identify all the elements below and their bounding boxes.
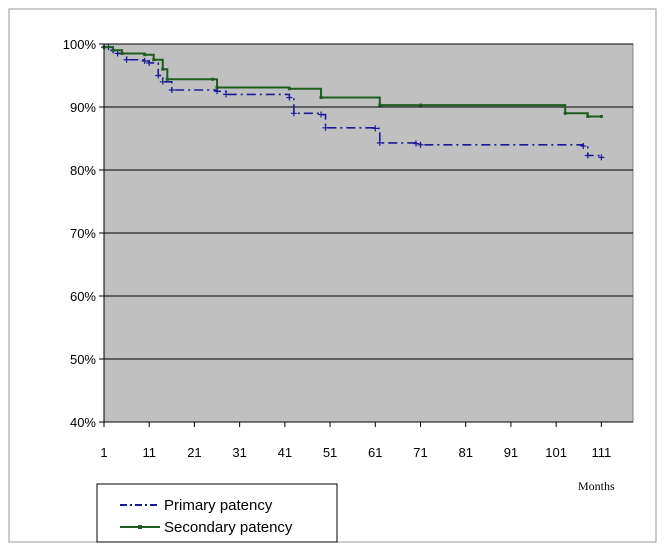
primary-patency-point [141, 58, 148, 65]
x-tick-label: 101 [545, 445, 567, 460]
primary-patency-point [159, 78, 166, 85]
secondary-patency-point [563, 111, 567, 115]
legend: Primary patency Secondary patency [96, 483, 338, 543]
secondary-patency-point [143, 53, 147, 57]
legend-entry-primary: Primary patency [120, 497, 273, 514]
primary-patency-point [376, 139, 383, 146]
secondary-patency-point [165, 77, 169, 81]
x-tick-label: 41 [278, 445, 292, 460]
legend-secondary-marker [138, 525, 142, 529]
primary-patency-point [214, 88, 221, 95]
primary-patency-point [584, 152, 591, 159]
y-tick-label: 70% [70, 226, 96, 241]
primary-patency-point [412, 140, 419, 147]
legend-entry-secondary: Secondary patency [120, 519, 293, 536]
secondary-patency-point [152, 58, 156, 62]
y-tick-label: 50% [70, 352, 96, 367]
primary-patency-point [372, 125, 379, 132]
primary-patency-point [286, 94, 293, 101]
y-tick-label: 100% [63, 37, 97, 52]
primary-patency-point [168, 86, 175, 93]
secondary-patency-point [586, 114, 590, 118]
legend-box [96, 483, 338, 543]
secondary-patency-point [161, 67, 165, 71]
x-tick-label: 81 [458, 445, 472, 460]
series-group [101, 44, 605, 161]
secondary-patency-point [319, 96, 323, 100]
primary-patency-point [146, 59, 153, 66]
primary-patency-point [155, 72, 162, 79]
legend-secondary-label: Secondary patency [164, 519, 293, 536]
x-tick-label: 91 [504, 445, 518, 460]
primary-patency-point [114, 50, 121, 57]
x-tick-label: 11 [142, 445, 156, 460]
primary-patency-point [318, 111, 325, 118]
secondary-patency-point [378, 103, 382, 107]
y-tick-label: 40% [70, 415, 96, 430]
secondary-patency-point [120, 51, 124, 55]
x-tick-label: 71 [413, 445, 427, 460]
tick-labels: 40%50%60%70%80%90%100%1 11 21 31 41 51 61 71 81 9… [63, 37, 611, 460]
secondary-patency-point [418, 103, 422, 107]
y-tick-label: 60% [70, 289, 96, 304]
primary-patency-point [290, 110, 297, 117]
legend-primary-label: Primary patency [164, 497, 273, 514]
x-tick-label: 1 [100, 445, 107, 460]
primary-patency-point [123, 56, 130, 63]
x-tick-label: 21 [187, 445, 201, 460]
primary-patency-point [580, 143, 587, 150]
x-tick-label: 61 [368, 445, 382, 460]
primary-patency-point [223, 91, 230, 98]
x-tick-label: 51 [323, 445, 337, 460]
y-tick-label: 90% [70, 100, 96, 115]
x-axis-title: Months [578, 479, 615, 493]
secondary-patency-point [215, 85, 219, 89]
secondary-patency-point [287, 87, 291, 91]
primary-patency-point [417, 141, 424, 148]
primary-patency-point [598, 154, 605, 161]
secondary-patency-point [211, 77, 215, 81]
primary-patency-point [322, 124, 329, 131]
x-tick-label: 31 [232, 445, 246, 460]
primary-patency-line [104, 46, 603, 158]
secondary-patency-point [111, 48, 115, 52]
x-tick-label: 111 [591, 445, 611, 460]
secondary-patency-point [599, 114, 603, 118]
secondary-patency-line [104, 46, 602, 118]
gridlines [104, 43, 633, 360]
y-tick-label: 80% [70, 163, 96, 178]
